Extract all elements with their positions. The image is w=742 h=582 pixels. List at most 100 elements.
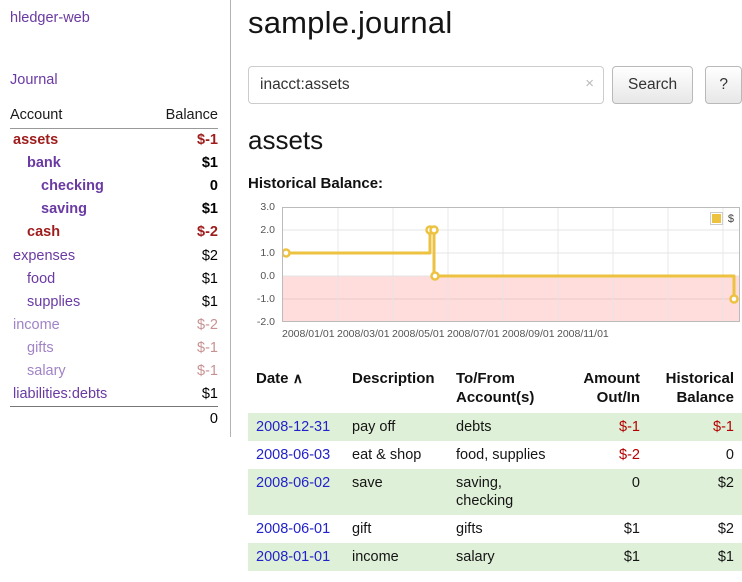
account-link[interactable]: expenses	[13, 247, 76, 264]
search-form: × Search ?	[248, 66, 742, 104]
transaction-balance: $1	[648, 543, 742, 572]
column-header-date[interactable]: Date ∧	[256, 370, 303, 387]
account-row: expenses $2	[10, 245, 218, 268]
y-tick-label: 2.0	[260, 224, 275, 236]
x-tick-label: 2008/09/01	[502, 328, 555, 340]
account-row: saving $1	[10, 198, 218, 221]
transaction-date-link[interactable]: 2008-06-01	[256, 521, 331, 537]
transaction-row: 2008-01-01 income salary $1 $1	[248, 543, 742, 572]
sidebar-item-journal[interactable]: Journal	[10, 72, 58, 88]
y-tick-label: -1.0	[256, 293, 275, 305]
transaction-date-link[interactable]: 2008-06-03	[256, 446, 331, 463]
transaction-balance: $-1	[648, 412, 742, 441]
y-tick-label: 0.0	[260, 270, 275, 282]
account-balance: $1	[201, 270, 218, 287]
account-balance: $-2	[197, 316, 218, 333]
chart-legend: $	[709, 212, 734, 225]
data-point-marker	[429, 225, 439, 235]
search-box: ×	[248, 66, 604, 104]
legend-color-swatch	[709, 212, 723, 225]
accounts-table: Account Balance assets $-1 bank $1 check…	[10, 104, 218, 432]
transaction-date-link[interactable]: 2008-12-31	[256, 418, 331, 435]
transaction-description: save	[344, 468, 448, 515]
transaction-amount: $-1	[564, 412, 648, 441]
account-link[interactable]: liabilities:debts	[13, 386, 108, 403]
account-link[interactable]: saving	[41, 201, 87, 218]
account-link[interactable]: income	[13, 316, 60, 333]
transaction-date-link[interactable]: 2008-01-01	[256, 549, 331, 566]
transaction-amount: $1	[564, 543, 648, 572]
help-button[interactable]: ?	[705, 66, 742, 104]
y-tick-label: 1.0	[260, 247, 275, 259]
app-title-link[interactable]: hledger-web	[10, 10, 90, 26]
account-balance: $2	[201, 247, 218, 264]
transaction-balance: $2	[648, 468, 742, 515]
transaction-amount: $1	[623, 521, 640, 537]
x-tick-label: 2008/01/01	[282, 328, 335, 340]
transaction-accounts: saving, checking	[448, 468, 564, 515]
column-header-description: Description	[352, 370, 435, 387]
transaction-date-link[interactable]: 2008-06-02	[256, 474, 331, 491]
account-balance: $-1	[197, 339, 218, 356]
accounts-header-balance: Balance	[145, 104, 218, 129]
search-button[interactable]: Search	[612, 66, 694, 104]
register-header-row: Date ∧ Description To/From Account(s) Am…	[248, 366, 742, 413]
account-row: liabilities:debts $1	[10, 383, 218, 407]
transaction-accounts: debts	[448, 412, 564, 441]
accounts-header-row: Account Balance	[10, 104, 218, 129]
transaction-amount: 0	[564, 468, 648, 515]
transaction-accounts: salary	[448, 543, 564, 572]
transaction-row: 2008-06-01 gift gifts $1 $2	[248, 515, 742, 543]
transaction-amount: $-2	[619, 446, 640, 463]
transaction-description: eat & shop	[352, 446, 422, 463]
x-tick-label: 2008/07/01	[447, 328, 500, 340]
historical-balance-chart: 3.0 2.0 1.0 0.0 -1.0 -2.0	[248, 201, 742, 343]
search-input[interactable]	[248, 66, 604, 104]
x-axis-labels: 2008/01/01 2008/03/01 2008/05/01 2008/07…	[282, 328, 742, 342]
main-content: sample.journal × Search ? assets Histori…	[248, 0, 742, 572]
account-row: assets $-1	[10, 129, 218, 153]
sort-ascending-icon[interactable]: ∧	[292, 370, 303, 386]
transaction-description: gift	[352, 521, 372, 537]
transaction-description: income	[344, 543, 448, 572]
account-link[interactable]: checking	[41, 178, 104, 195]
account-balance: $-2	[197, 224, 218, 241]
page-title: sample.journal	[248, 5, 453, 40]
column-header-accounts: To/From Account(s)	[456, 370, 535, 406]
account-row: checking 0	[10, 175, 218, 198]
clear-search-icon[interactable]: ×	[585, 75, 594, 92]
account-balance: $-1	[197, 132, 218, 148]
account-link[interactable]: salary	[27, 363, 66, 380]
accounts-total-row: 0	[10, 406, 218, 432]
transaction-accounts: food, supplies	[456, 446, 546, 463]
y-tick-label: 3.0	[260, 201, 275, 213]
x-tick-label: 2008/11/01	[557, 328, 609, 340]
account-link[interactable]: bank	[27, 155, 61, 172]
account-link[interactable]: assets	[13, 132, 59, 148]
account-link[interactable]: gifts	[27, 339, 54, 356]
column-header-balance: Historical Balance	[665, 370, 734, 406]
transaction-description: pay off	[344, 412, 448, 441]
account-link[interactable]: supplies	[27, 293, 81, 310]
data-point-marker	[430, 271, 440, 281]
account-balance: $-1	[197, 363, 218, 380]
account-link[interactable]: cash	[27, 224, 61, 241]
legend-label: $	[727, 212, 734, 225]
accounts-header-account: Account	[10, 104, 146, 129]
account-row: income $-2	[10, 314, 218, 337]
transaction-row: 2008-06-03 eat & shop food, supplies $-2…	[248, 441, 742, 469]
account-balance: $1	[201, 386, 218, 403]
account-balance: $1	[201, 155, 218, 172]
transaction-accounts: gifts	[456, 521, 483, 537]
account-page-title: assets	[248, 125, 324, 155]
data-point-marker	[283, 248, 291, 258]
transaction-balance: $2	[717, 521, 734, 537]
x-tick-label: 2008/05/01	[392, 328, 445, 340]
account-link[interactable]: food	[27, 270, 56, 287]
account-row: cash $-2	[10, 221, 218, 244]
account-row: salary $-1	[10, 360, 218, 383]
transaction-row: 2008-06-02 save saving, checking 0 $2	[248, 468, 742, 515]
account-balance: 0	[209, 178, 218, 195]
y-tick-label: -2.0	[256, 316, 275, 328]
